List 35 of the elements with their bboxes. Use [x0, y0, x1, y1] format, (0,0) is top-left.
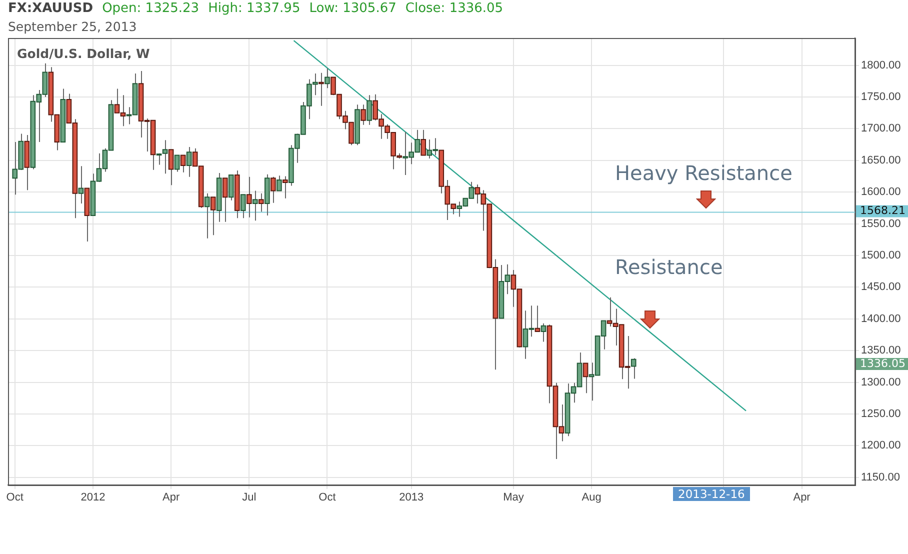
y-tick-label: 1200.00 — [861, 440, 901, 452]
text: 2013-12-16 — [673, 487, 750, 501]
x-tick-label: Aug — [582, 492, 602, 504]
text: Close: 1336.05 — [405, 1, 504, 16]
y-tick-label: 1250.00 — [861, 408, 901, 420]
y-tick-label: 1400.00 — [861, 312, 901, 325]
x-tick-label: 2013 — [399, 492, 424, 504]
y-tick-label: 1550.00 — [861, 218, 901, 230]
text: Low: 1305.67 — [309, 1, 396, 16]
annotation: Gold/U.S. Dollar, W — [17, 46, 150, 61]
y-tick-label: 1350.00 — [861, 344, 901, 357]
y-tick-label: 1500.00 — [861, 250, 901, 262]
y-tick-label: 1150.00 — [861, 471, 900, 484]
y-tick-label: 1600.00 — [861, 186, 901, 198]
y-tick-label: 1450.00 — [861, 281, 901, 294]
x-tick-label: Apr — [793, 492, 811, 504]
text: High: 1337.95 — [208, 1, 300, 16]
annotation: Resistance — [615, 255, 723, 279]
y-tick-label: 1800.00 — [861, 59, 901, 72]
text: Open: 1325.23 — [102, 1, 200, 16]
x-tick-label: Apr — [162, 492, 180, 504]
text: 1336.05 — [856, 357, 908, 370]
chart-subtitle: September 25, 2013 — [8, 19, 137, 34]
y-tick-label: 1700.00 — [861, 122, 901, 135]
x-tick-label: Jul — [242, 492, 256, 504]
y-tick-label: 1750.00 — [861, 90, 901, 103]
x-tick-label: May — [503, 492, 524, 504]
ref-line-label: 1568.21 — [860, 204, 906, 218]
y-tick-label: 1300.00 — [861, 376, 901, 388]
y-tick-label: 1650.00 — [861, 154, 901, 166]
chart-title: FX:XAUUSD — [8, 1, 94, 16]
x-tick-label: 2012 — [80, 492, 106, 504]
x-tick-label: Oct — [318, 492, 336, 504]
x-tick-label: Oct — [6, 492, 24, 504]
annotation: Heavy Resistance — [615, 161, 792, 185]
